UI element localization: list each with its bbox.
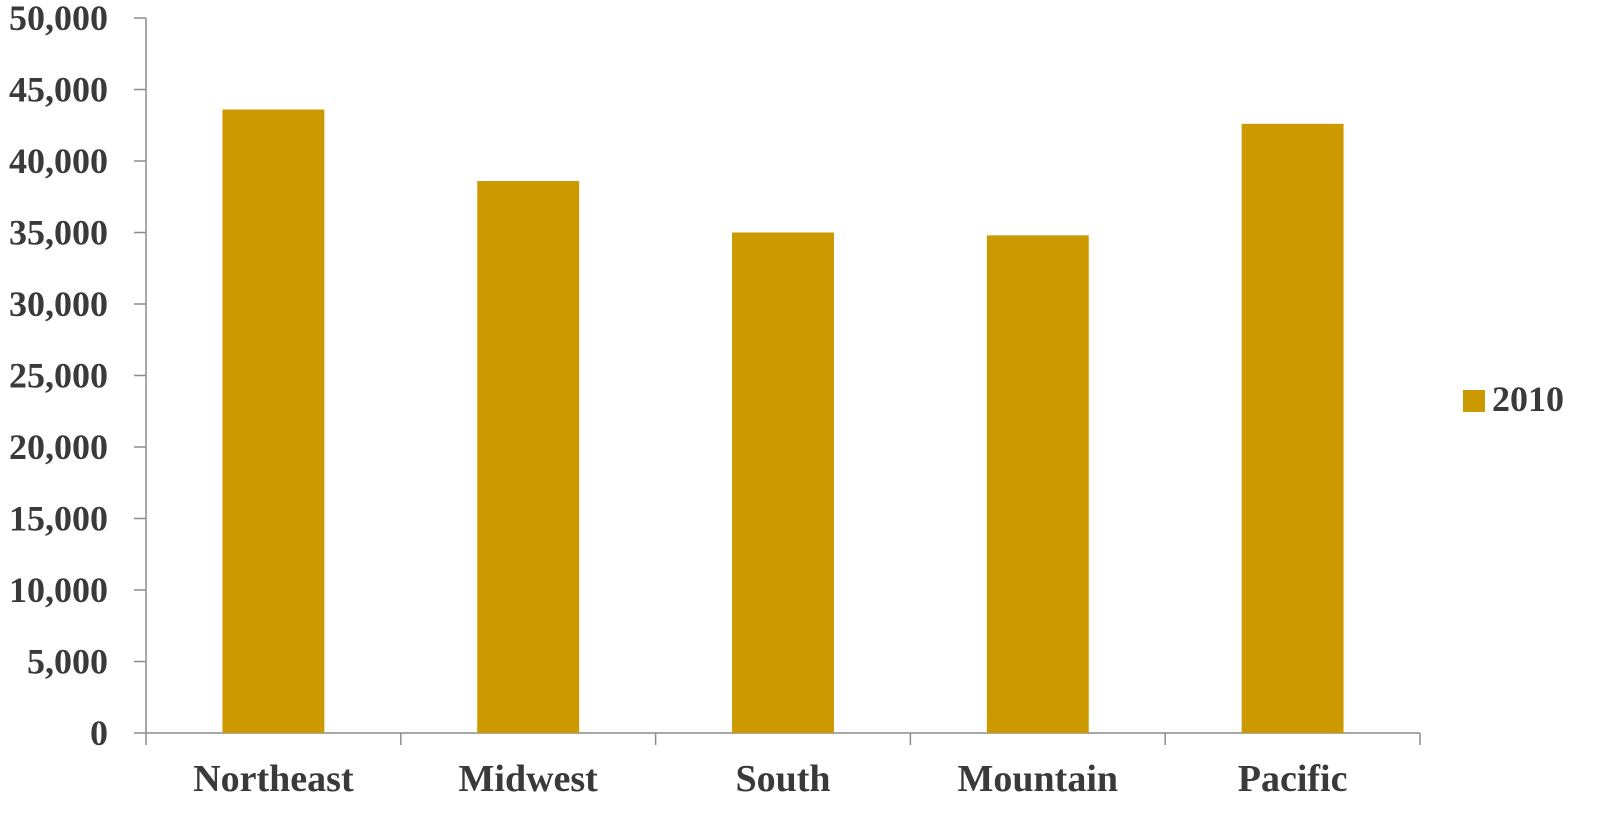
y-tick-label: 10,000 — [9, 570, 108, 610]
bar-northeast — [222, 109, 325, 733]
bar-midwest — [477, 181, 580, 733]
y-tick-label: 0 — [90, 713, 108, 753]
x-tick-label: Pacific — [1238, 758, 1348, 800]
x-tick-label: South — [735, 758, 830, 800]
bar-mountain — [986, 235, 1089, 734]
legend-label: 2010 — [1492, 379, 1564, 419]
y-tick-label: 35,000 — [9, 213, 108, 253]
y-tick-label: 30,000 — [9, 284, 108, 324]
y-tick-label: 50,000 — [9, 0, 108, 38]
legend: 2010 — [1463, 379, 1564, 419]
y-tick-label: 5,000 — [27, 642, 108, 682]
y-tick-label: 25,000 — [9, 356, 108, 396]
x-tick-label: Midwest — [459, 758, 599, 800]
y-tick-label: 40,000 — [9, 141, 108, 181]
x-tick-label: Northeast — [193, 758, 354, 800]
x-axis: Northeast Midwest South Mountain Pacific — [145, 732, 1421, 800]
y-axis: 0 5,000 10,000 15,000 20,000 25,000 30,000 35,0… — [9, 0, 147, 753]
y-tick-label: 20,000 — [9, 427, 108, 467]
bar-south — [732, 232, 834, 733]
y-tick-label: 15,000 — [9, 499, 108, 539]
bar-pacific — [1241, 123, 1344, 733]
bars — [222, 109, 1344, 734]
x-tick-label: Mountain — [958, 758, 1118, 800]
y-tick-label: 45,000 — [9, 70, 108, 110]
legend-swatch — [1463, 390, 1485, 412]
